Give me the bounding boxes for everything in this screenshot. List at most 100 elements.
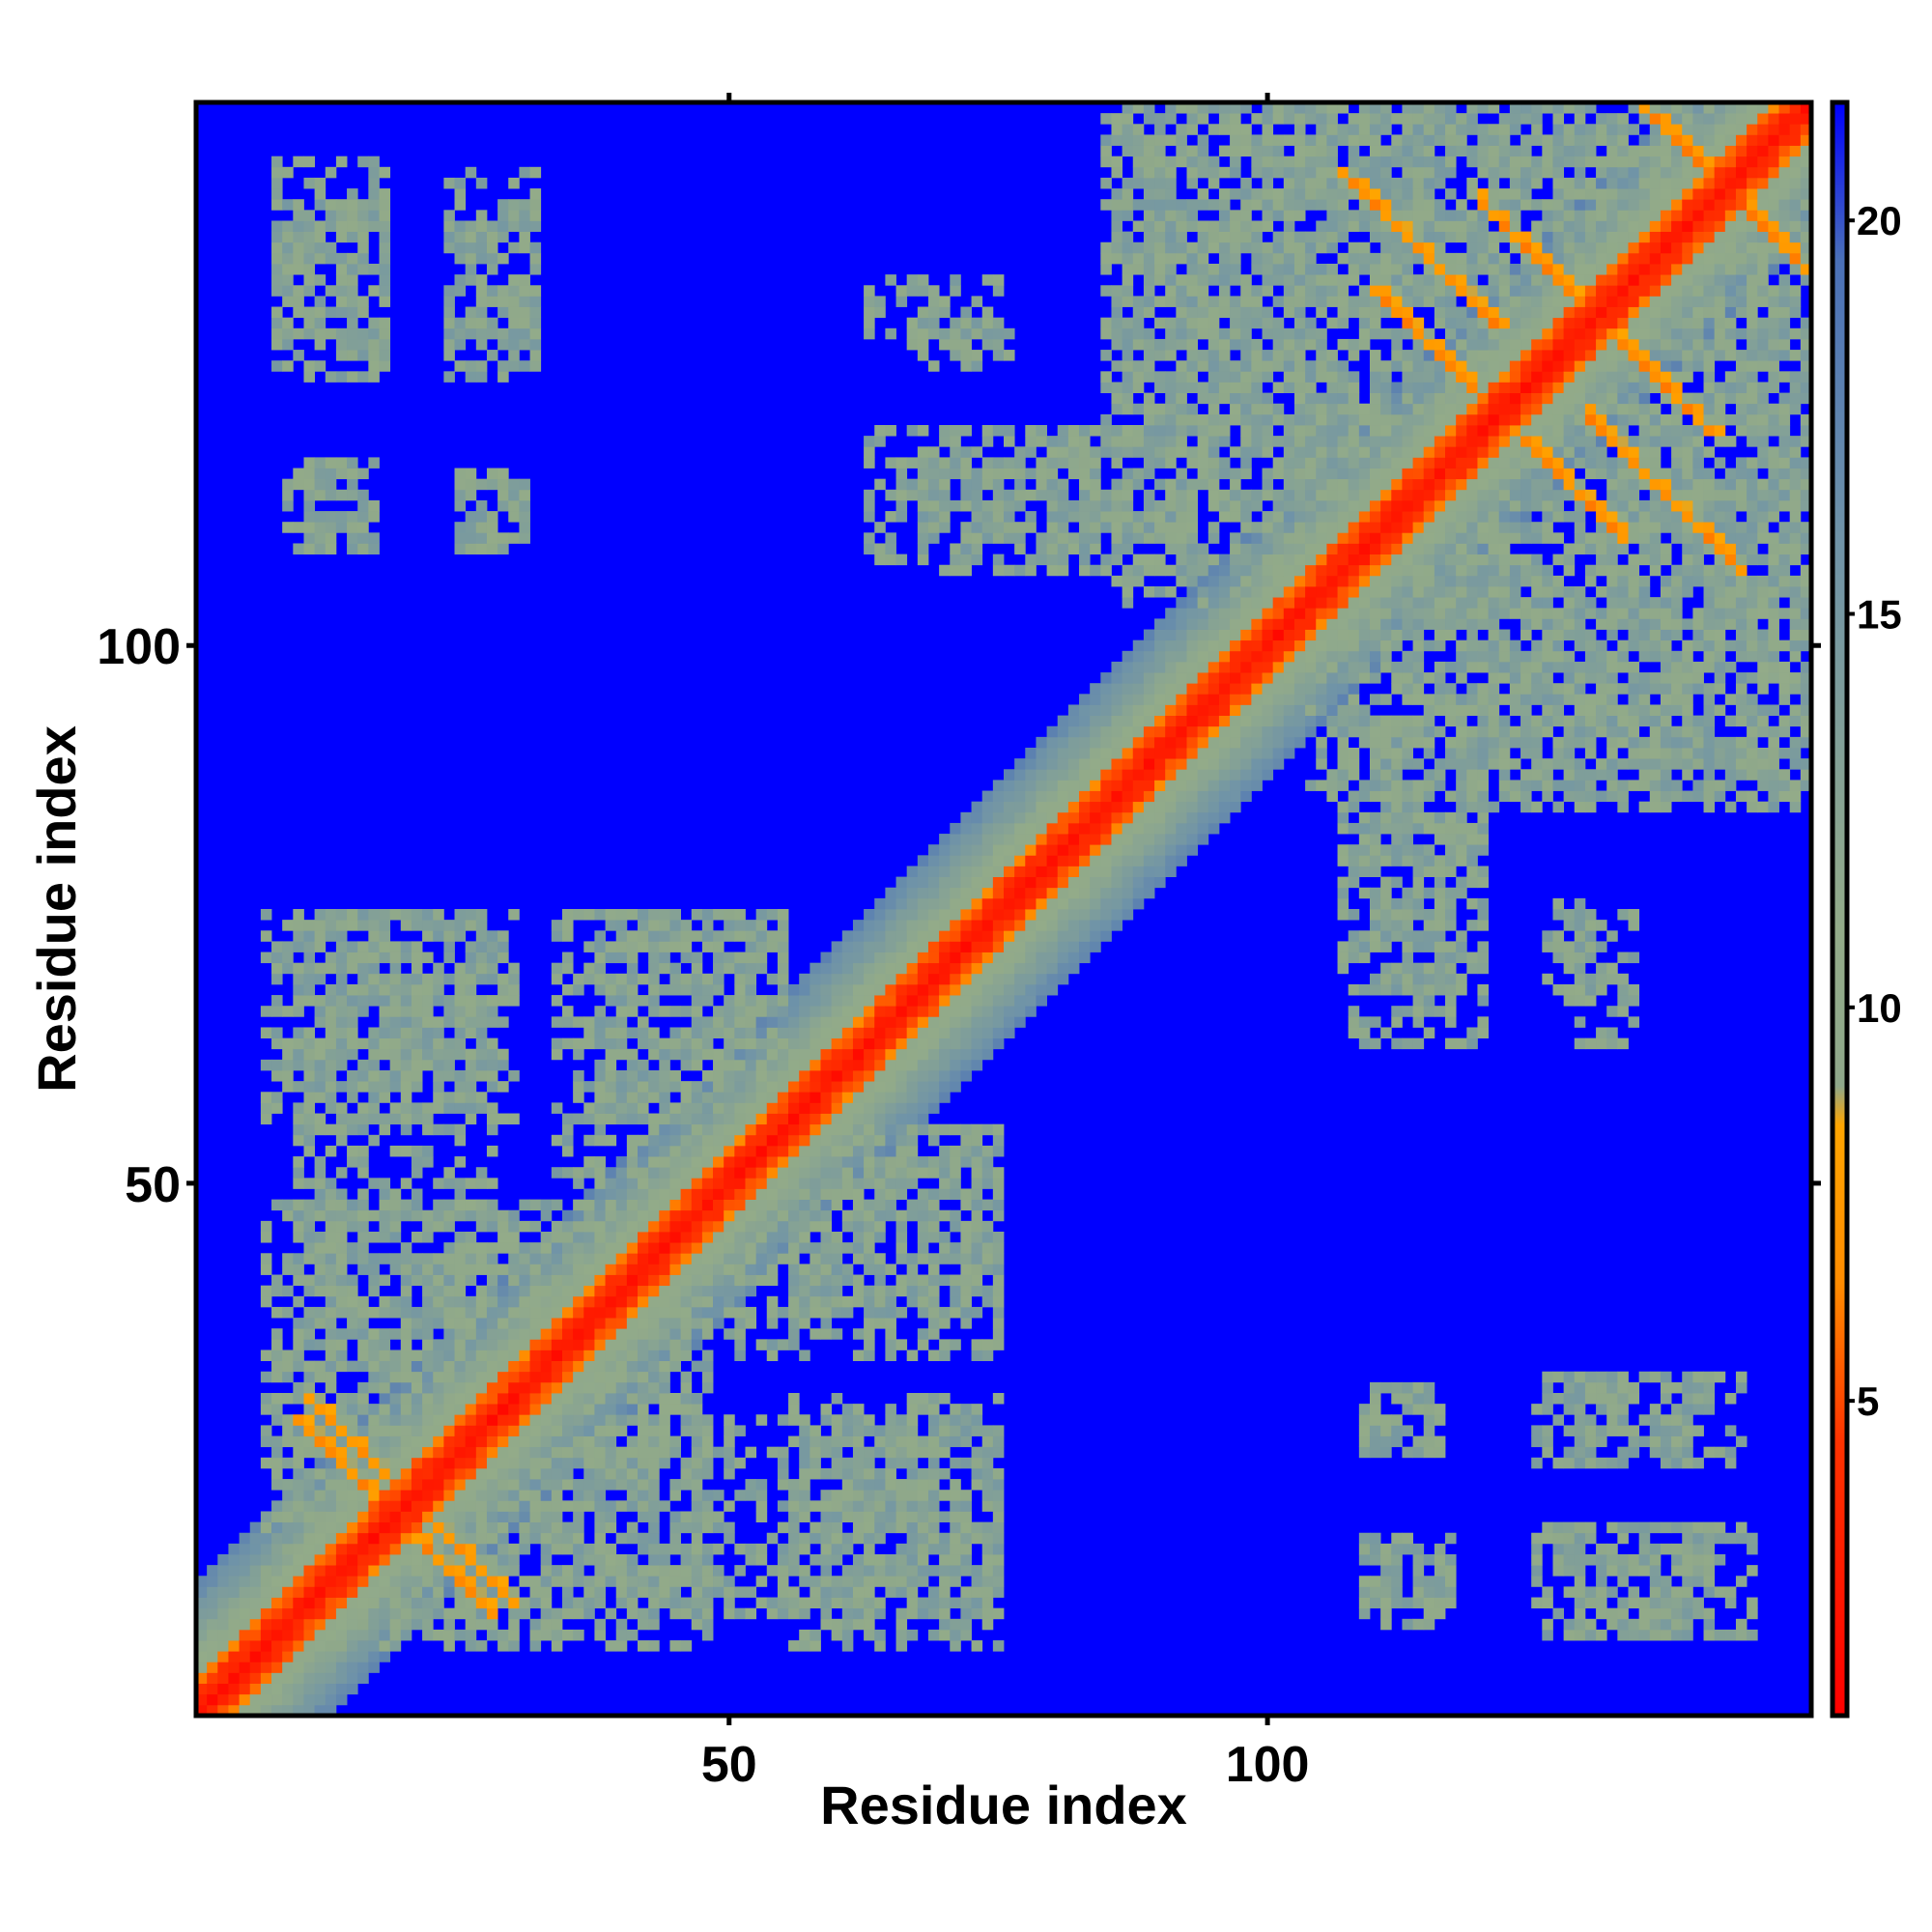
heatmap-cell (389, 1145, 402, 1157)
heatmap-cell (282, 1704, 294, 1716)
heatmap-cell (335, 1059, 348, 1071)
heatmap-cell (400, 1435, 412, 1448)
heatmap-cell (1004, 909, 1015, 921)
heatmap-cell (282, 1253, 294, 1264)
heatmap-cell (486, 1037, 498, 1050)
heatmap-cell (895, 499, 908, 512)
heatmap-cell (1046, 855, 1059, 867)
heatmap-cell (885, 1156, 896, 1168)
heatmap-cell (561, 1306, 574, 1319)
heatmap-cell (465, 1607, 477, 1620)
heatmap-cell (551, 1425, 563, 1436)
heatmap-cell (1111, 897, 1123, 910)
heatmap-cell (874, 522, 886, 533)
heatmap-cell (992, 780, 1005, 791)
heatmap-cell (207, 1565, 218, 1577)
heatmap-cell (810, 1220, 821, 1233)
heatmap-cell (207, 1586, 218, 1598)
heatmap-cell (551, 1479, 563, 1491)
heatmap-cell (701, 1576, 714, 1587)
heatmap-cell (1122, 704, 1134, 716)
heatmap-cell (561, 1134, 574, 1147)
heatmap-cell (971, 811, 983, 824)
heatmap-cell (1067, 855, 1080, 867)
heatmap-cell (841, 1123, 854, 1136)
heatmap-cell (981, 1123, 994, 1136)
heatmap-cell (874, 1532, 886, 1545)
heatmap-cell (314, 1339, 327, 1350)
heatmap-cell (368, 1209, 380, 1222)
heatmap-cell (260, 909, 272, 921)
heatmap-cell (939, 1576, 951, 1587)
heatmap-cell (927, 930, 940, 942)
heatmap-cell (788, 1640, 800, 1652)
heatmap-cell (605, 1381, 617, 1394)
heatmap-cell (626, 1565, 639, 1577)
heatmap-cell (529, 1425, 542, 1436)
heatmap-cell (379, 242, 391, 254)
heatmap-cell (971, 1156, 983, 1168)
heatmap-cell (314, 306, 327, 319)
heatmap-cell (1036, 995, 1047, 1007)
heatmap-cell (992, 1167, 1005, 1179)
heatmap-cell (1046, 822, 1059, 835)
heatmap-cell (777, 1188, 789, 1200)
heatmap-cell (852, 1232, 865, 1243)
heatmap-cell (508, 1586, 520, 1598)
heatmap-cell (497, 1576, 509, 1587)
heatmap-cell (1100, 887, 1112, 899)
heatmap-cell (638, 1435, 649, 1448)
heatmap-cell (906, 1446, 919, 1459)
heatmap-cell (724, 1134, 735, 1147)
heatmap-cell (293, 478, 304, 491)
heatmap-cell (422, 1543, 434, 1555)
heatmap-cell (691, 1607, 703, 1620)
heatmap-cell (314, 1435, 327, 1448)
heatmap-cell (303, 1037, 316, 1050)
heatmap-cell (443, 1532, 455, 1545)
heatmap-cell (314, 1651, 327, 1662)
heatmap-cell (895, 1059, 908, 1071)
heatmap-cell (691, 1467, 703, 1480)
heatmap-cell (400, 909, 412, 921)
heatmap-cell (303, 1597, 316, 1609)
heatmap-cell (841, 1220, 854, 1233)
heatmap-cell (529, 252, 542, 265)
heatmap-cell (411, 1070, 423, 1082)
heatmap-cell (454, 973, 467, 985)
heatmap-cell (540, 1306, 553, 1319)
heatmap-cell (260, 1404, 272, 1415)
heatmap-cell (271, 941, 283, 952)
heatmap-cell (486, 1511, 498, 1522)
heatmap-cell (347, 1048, 358, 1061)
heatmap-cell (638, 1070, 649, 1082)
heatmap-cell (669, 1328, 681, 1340)
heatmap-cell (400, 1554, 412, 1566)
heatmap-cell (1122, 564, 1134, 577)
heatmap-cell (917, 1285, 929, 1297)
heatmap-cell (971, 554, 983, 566)
heatmap-cell (831, 1425, 843, 1436)
heatmap-cell (465, 511, 477, 523)
heatmap-cell (379, 920, 391, 931)
heatmap-cell (573, 1339, 584, 1350)
heatmap-cell (357, 543, 369, 554)
heatmap-cell (508, 1607, 520, 1620)
heatmap-cell (981, 1232, 994, 1243)
heatmap-cell (508, 220, 520, 232)
heatmap-cell (347, 920, 358, 931)
heatmap-cell (788, 1586, 800, 1598)
heatmap-cell (497, 1629, 509, 1641)
heatmap-cell (917, 1070, 929, 1082)
heatmap-cell (228, 1640, 240, 1652)
heatmap-cell (648, 1479, 660, 1491)
heatmap-cell (1132, 166, 1145, 179)
heatmap-cell (885, 1467, 896, 1480)
heatmap-cell (443, 1092, 455, 1103)
heatmap-cell (486, 1178, 498, 1189)
heatmap-cell (454, 1178, 467, 1189)
heatmap-cell (927, 995, 940, 1007)
heatmap-cell (411, 920, 423, 931)
heatmap-cell (917, 1167, 929, 1179)
heatmap-cell (260, 1586, 272, 1598)
